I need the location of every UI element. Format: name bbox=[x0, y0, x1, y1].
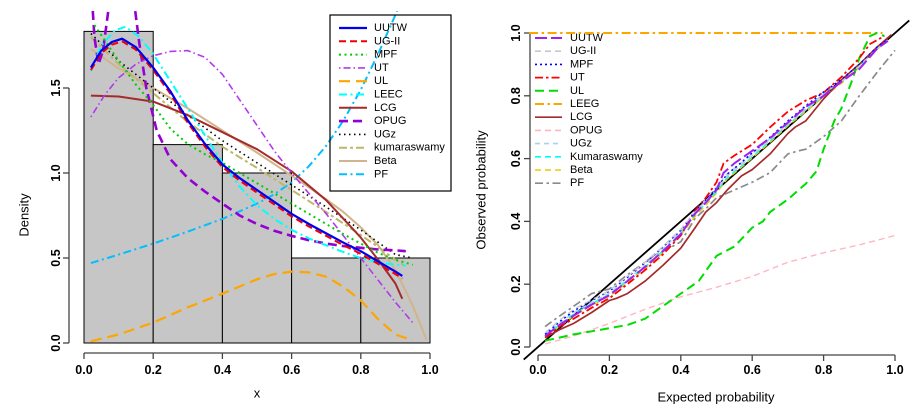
x-tick-label: 0.4 bbox=[214, 363, 231, 377]
x-tick-label: 0.6 bbox=[744, 363, 761, 377]
series-line-UL bbox=[90, 270, 414, 343]
legend-label: LEEC bbox=[374, 89, 403, 101]
series-line-PF bbox=[544, 49, 896, 328]
series-line-OPUG bbox=[544, 234, 896, 345]
series-line-UUTW bbox=[89, 37, 403, 277]
x-axis-label: Expected probability bbox=[657, 389, 775, 405]
legend-label: LEEG bbox=[570, 98, 599, 110]
series-line-UGz bbox=[544, 39, 889, 335]
series-line-UUTW bbox=[544, 40, 889, 337]
legend-label: UUTW bbox=[374, 22, 408, 34]
legend-label: UGz bbox=[570, 138, 592, 150]
legend-label: UT bbox=[374, 62, 389, 74]
legend-label: UG-II bbox=[374, 35, 400, 47]
legend-label: PF bbox=[374, 168, 388, 180]
y-tick-label: 0.4 bbox=[509, 213, 523, 230]
x-tick-label: 0.6 bbox=[283, 363, 300, 377]
legend-box bbox=[329, 14, 452, 192]
legend-label: OPUG bbox=[570, 124, 602, 136]
series-line-LEEC bbox=[89, 25, 406, 267]
y-tick-label: 0.5 bbox=[49, 249, 63, 266]
x-tick-label: 0.0 bbox=[529, 363, 546, 377]
series-line-kumaraswamy bbox=[90, 36, 407, 268]
x-tick-label: 0.2 bbox=[145, 363, 162, 377]
legend-label: Kumaraswamy bbox=[570, 151, 643, 163]
series-line-UL bbox=[544, 32, 885, 342]
density-histogram-panel: 0.0 0.2 0.4 0.6 0.8 1.0 0.0 0.5 1.0 1.5 UUTW UG-II M… bbox=[16, 11, 452, 401]
legend-label: Beta bbox=[374, 155, 398, 167]
y-axis-label: Observed probability bbox=[473, 130, 489, 250]
series-line-LCG bbox=[544, 33, 892, 339]
legend-label: UGz bbox=[374, 128, 396, 140]
legend-label: UL bbox=[570, 85, 584, 97]
histogram-bar bbox=[291, 257, 362, 344]
y-tick-label: 0.6 bbox=[509, 150, 523, 167]
histogram-bar bbox=[221, 172, 293, 344]
legend-label: LCG bbox=[570, 111, 593, 123]
y-tick-label: 0.0 bbox=[509, 338, 523, 355]
y-tick-label: 0.8 bbox=[509, 87, 523, 104]
y-tick-label: 1.0 bbox=[49, 164, 63, 181]
y-tick-label: 0.2 bbox=[509, 275, 523, 292]
x-tick-label: 1.0 bbox=[886, 363, 903, 377]
series-line-UG-II bbox=[90, 40, 403, 280]
series-line-UT bbox=[544, 35, 885, 339]
x-tick-label: 0.2 bbox=[601, 363, 618, 377]
x-tick-label: 0.8 bbox=[352, 363, 369, 377]
y-tick-label: 0.0 bbox=[49, 334, 63, 351]
legend-label: MPF bbox=[570, 58, 594, 70]
legend-label: PF bbox=[570, 177, 584, 189]
series-line-Beta bbox=[90, 48, 428, 340]
y-tick-label: 1.0 bbox=[509, 24, 523, 41]
y-tick-label: 1.5 bbox=[49, 79, 63, 96]
y-axis-label: Density bbox=[16, 193, 32, 237]
axes bbox=[63, 87, 431, 359]
legend-label: UL bbox=[374, 75, 388, 87]
legend-label: MPF bbox=[374, 49, 398, 61]
axes bbox=[524, 32, 896, 361]
series-line-UT bbox=[90, 49, 414, 324]
x-tick-label: 0.0 bbox=[75, 363, 92, 377]
x-tick-label: 0.4 bbox=[672, 363, 689, 377]
series-line-MPF bbox=[93, 24, 413, 266]
legend-label: OPUG bbox=[374, 115, 406, 127]
x-axis-label: x bbox=[253, 385, 261, 401]
histogram-bar bbox=[83, 30, 154, 344]
series-line-OPUG bbox=[91, 11, 406, 253]
x-tick-label: 1.0 bbox=[421, 363, 438, 377]
legend-label: LCG bbox=[374, 102, 397, 114]
x-tick-label: 0.8 bbox=[815, 363, 832, 377]
legend-label: UUTW bbox=[570, 32, 604, 44]
legend-label: UT bbox=[570, 72, 585, 84]
series-line-PF bbox=[90, 11, 399, 265]
pp-plot-svg: 0.0 0.2 0.4 0.6 0.8 1.0 0.0 0.2 0.4 0.6 0.8 1.0 UUTW… bbox=[509, 19, 910, 377]
histogram-bar bbox=[152, 144, 223, 344]
legend-label: UG-II bbox=[570, 45, 596, 57]
pp-plot-panel: 0.0 0.2 0.4 0.6 0.8 1.0 0.0 0.2 0.4 0.6 0.8 1.0 UUTW… bbox=[462, 0, 924, 414]
legend-label: Beta bbox=[570, 164, 594, 176]
legend-label: kumaraswamy bbox=[374, 142, 445, 154]
series-line-UGz bbox=[90, 33, 413, 259]
